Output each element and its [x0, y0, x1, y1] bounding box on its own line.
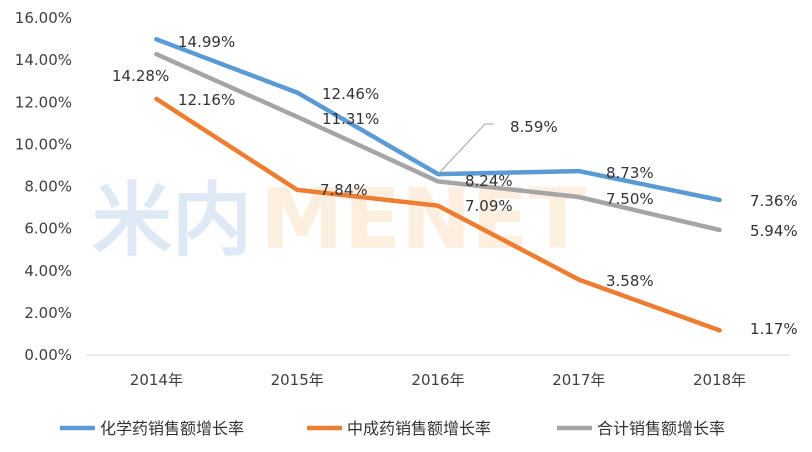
series-line-2: [154, 51, 722, 233]
y-tick-label: 4.00%: [24, 262, 72, 280]
y-tick-label: 6.00%: [24, 220, 72, 238]
data-label: 11.31%: [322, 110, 379, 128]
watermark-right: MENET: [260, 170, 586, 268]
axes: 0.00% 2.00% 4.00% 6.00% 8.00% 10.00% 12.00% 14.…: [15, 9, 790, 389]
data-labels: 14.99% 12.46% 8.59% 8.73% 7.36% 12.16% 7.84% 7.…: [112, 33, 798, 338]
data-label: 7.50%: [606, 190, 654, 208]
x-tick-label: 2017年: [552, 371, 605, 389]
x-tick-label: 2016年: [411, 371, 464, 389]
data-label: 8.73%: [606, 164, 654, 182]
y-tick-label: 0.00%: [24, 346, 72, 364]
series-line-1: [154, 96, 722, 333]
y-tick-label: 12.00%: [15, 93, 72, 111]
data-label: 8.24%: [465, 172, 513, 190]
data-label: 3.58%: [606, 272, 654, 290]
legend-label-0: 化学药销售额增长率: [100, 419, 244, 438]
data-label: 14.99%: [178, 33, 235, 51]
x-tick-label: 2014年: [130, 371, 183, 389]
data-label: 8.59%: [510, 118, 558, 136]
data-label: 14.28%: [112, 67, 169, 85]
data-label: 5.94%: [750, 222, 798, 240]
data-label: 12.16%: [178, 91, 235, 109]
legend: 化学药销售额增长率 中成药销售额增长率 合计销售额增长率: [60, 419, 725, 438]
watermark: 米内 MENET: [92, 170, 586, 268]
watermark-left: 米内: [92, 174, 252, 267]
legend-label-1: 中成药销售额增长率: [347, 419, 491, 438]
y-tick-label: 16.00%: [15, 9, 72, 27]
y-tick-label: 10.00%: [15, 135, 72, 153]
x-tick-label: 2018年: [693, 371, 746, 389]
data-label: 7.84%: [320, 181, 368, 199]
x-tick-label: 2015年: [271, 371, 324, 389]
data-label: 1.17%: [750, 320, 798, 338]
legend-label-2: 合计销售额增长率: [597, 419, 725, 438]
y-tick-label: 14.00%: [15, 51, 72, 69]
data-label: 7.09%: [465, 197, 513, 215]
data-label: 7.36%: [750, 192, 798, 210]
y-tick-label: 8.00%: [24, 178, 72, 196]
data-label: 12.46%: [322, 85, 379, 103]
y-tick-label: 2.00%: [24, 304, 72, 322]
leader-line: [437, 123, 494, 175]
